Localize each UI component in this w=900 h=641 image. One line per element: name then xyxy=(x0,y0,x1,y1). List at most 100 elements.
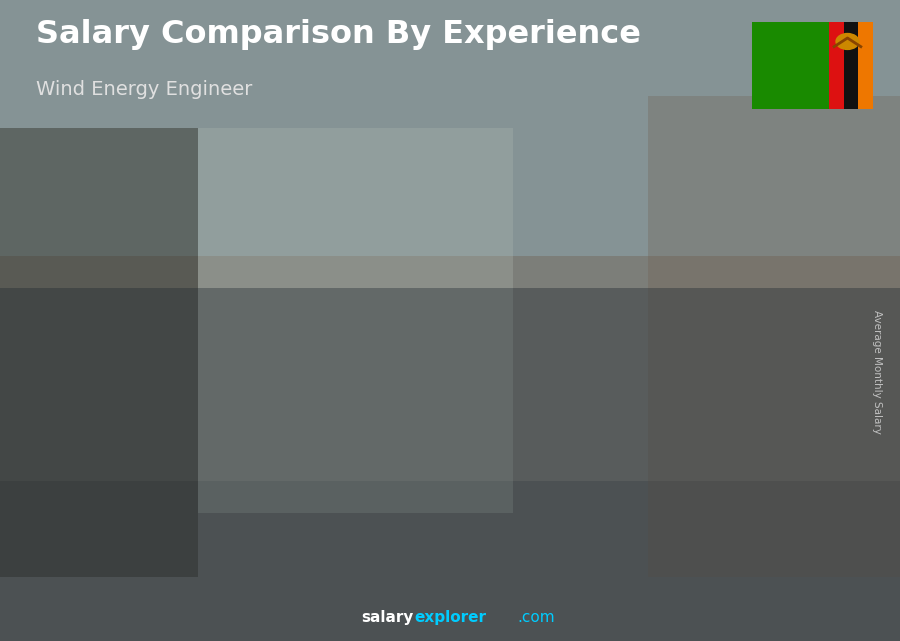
Polygon shape xyxy=(535,554,550,558)
Bar xyxy=(472,269,476,558)
Text: Salary Comparison By Experience: Salary Comparison By Experience xyxy=(36,19,641,50)
Bar xyxy=(520,269,524,558)
Bar xyxy=(630,246,634,558)
Bar xyxy=(377,315,381,558)
Bar xyxy=(337,315,341,558)
Bar xyxy=(198,128,513,513)
Polygon shape xyxy=(725,208,815,223)
Bar xyxy=(392,315,395,558)
Bar xyxy=(352,315,356,558)
Bar xyxy=(755,223,759,558)
Bar xyxy=(505,269,509,558)
Bar xyxy=(238,376,241,558)
Bar xyxy=(116,421,121,558)
Polygon shape xyxy=(535,256,550,558)
Polygon shape xyxy=(402,554,418,558)
Bar xyxy=(759,223,762,558)
Bar xyxy=(788,223,791,558)
Bar xyxy=(87,421,92,558)
Bar xyxy=(374,315,377,558)
Polygon shape xyxy=(198,369,286,376)
Bar xyxy=(340,315,345,558)
Bar xyxy=(762,223,766,558)
Bar xyxy=(740,223,744,558)
Bar xyxy=(725,223,730,558)
Bar xyxy=(263,376,267,558)
Polygon shape xyxy=(66,415,154,421)
Bar xyxy=(384,315,388,558)
Bar xyxy=(0,288,900,641)
Bar xyxy=(648,96,900,577)
Bar xyxy=(748,223,752,558)
Bar xyxy=(205,376,209,558)
Bar xyxy=(73,421,77,558)
Bar xyxy=(770,223,773,558)
Bar xyxy=(517,269,520,558)
Bar xyxy=(844,22,859,109)
Polygon shape xyxy=(462,256,550,269)
Text: 5,790 ZMK: 5,790 ZMK xyxy=(339,331,402,344)
Bar xyxy=(366,315,370,558)
Text: < 2: < 2 xyxy=(73,585,102,601)
Polygon shape xyxy=(402,304,418,558)
Text: 3,270 ZMK: 3,270 ZMK xyxy=(76,437,139,450)
Bar xyxy=(648,246,652,558)
Bar xyxy=(66,421,69,558)
Bar xyxy=(98,421,103,558)
Bar xyxy=(102,421,106,558)
Bar xyxy=(0,256,900,481)
Circle shape xyxy=(835,33,860,50)
Bar xyxy=(381,315,384,558)
Bar xyxy=(128,421,131,558)
Bar xyxy=(729,223,733,558)
Bar xyxy=(241,376,245,558)
Bar xyxy=(780,223,784,558)
Polygon shape xyxy=(798,553,814,558)
Text: 4,330 ZMK: 4,330 ZMK xyxy=(207,392,270,405)
Bar xyxy=(234,376,238,558)
Bar xyxy=(230,376,234,558)
Bar xyxy=(135,421,139,558)
Bar xyxy=(527,269,531,558)
Bar xyxy=(773,223,777,558)
Polygon shape xyxy=(139,556,154,558)
Bar xyxy=(202,376,205,558)
Bar xyxy=(601,246,605,558)
Text: 15: 15 xyxy=(609,585,630,601)
Bar xyxy=(483,269,488,558)
Bar xyxy=(259,376,264,558)
Bar xyxy=(662,246,667,558)
Polygon shape xyxy=(139,415,154,558)
Bar xyxy=(356,315,359,558)
Bar xyxy=(227,376,230,558)
Bar xyxy=(223,376,227,558)
Bar xyxy=(216,376,220,558)
Text: 2: 2 xyxy=(223,585,234,601)
Polygon shape xyxy=(329,304,418,315)
Text: +8%: +8% xyxy=(539,206,589,225)
Bar xyxy=(501,269,506,558)
Bar xyxy=(612,246,616,558)
Bar xyxy=(637,246,641,558)
Bar xyxy=(652,246,656,558)
Bar xyxy=(399,315,402,558)
Bar xyxy=(616,246,619,558)
Bar xyxy=(0,128,198,577)
Bar xyxy=(344,315,348,558)
Bar xyxy=(634,246,637,558)
Bar xyxy=(198,376,202,558)
Text: 7,450 ZMK: 7,450 ZMK xyxy=(603,262,666,275)
Bar xyxy=(487,269,491,558)
Text: Average Monthly Salary: Average Monthly Salary xyxy=(872,310,883,434)
Bar xyxy=(370,315,374,558)
Bar xyxy=(476,269,480,558)
Text: 10: 10 xyxy=(477,585,498,601)
Bar xyxy=(508,269,513,558)
Bar xyxy=(655,246,660,558)
Bar xyxy=(0,0,900,288)
Bar xyxy=(256,376,260,558)
Bar xyxy=(94,421,99,558)
Bar xyxy=(69,421,73,558)
Bar xyxy=(333,315,338,558)
Bar xyxy=(245,376,248,558)
